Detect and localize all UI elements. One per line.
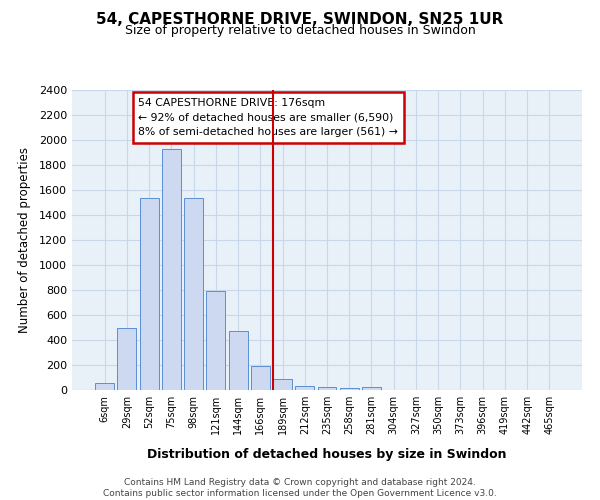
Text: Size of property relative to detached houses in Swindon: Size of property relative to detached ho… — [125, 24, 475, 37]
Bar — [184, 198, 203, 390]
Bar — [340, 388, 359, 390]
Bar — [118, 328, 136, 390]
Bar — [295, 386, 314, 390]
Bar — [317, 387, 337, 390]
Bar — [229, 331, 248, 390]
Text: Contains HM Land Registry data © Crown copyright and database right 2024.
Contai: Contains HM Land Registry data © Crown c… — [103, 478, 497, 498]
Y-axis label: Number of detached properties: Number of detached properties — [17, 147, 31, 333]
Text: 54 CAPESTHORNE DRIVE: 176sqm
← 92% of detached houses are smaller (6,590)
8% of : 54 CAPESTHORNE DRIVE: 176sqm ← 92% of de… — [139, 98, 398, 137]
Bar — [162, 149, 181, 390]
X-axis label: Distribution of detached houses by size in Swindon: Distribution of detached houses by size … — [147, 448, 507, 461]
Bar — [362, 387, 381, 390]
Bar — [95, 382, 114, 390]
Bar — [140, 198, 158, 390]
Bar — [273, 379, 292, 390]
Text: 54, CAPESTHORNE DRIVE, SWINDON, SN25 1UR: 54, CAPESTHORNE DRIVE, SWINDON, SN25 1UR — [97, 12, 503, 28]
Bar — [251, 366, 270, 390]
Bar — [206, 291, 225, 390]
